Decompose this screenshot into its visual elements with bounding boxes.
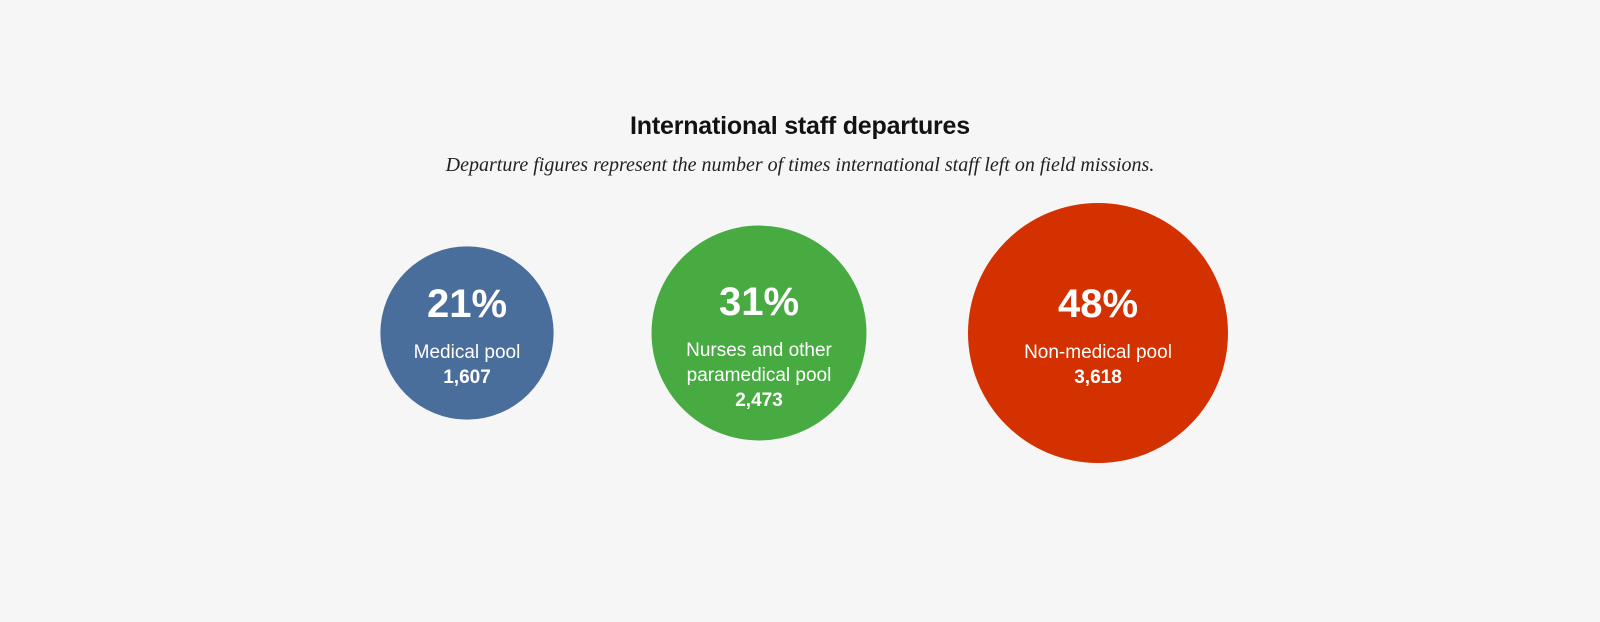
bubble-count-nurses: 2,473 — [735, 390, 783, 411]
bubble-count-medical: 1,607 — [443, 367, 491, 388]
bubble-label-nurses-0: Nurses and other — [686, 340, 832, 361]
bubble-label-nurses-1: paramedical pool — [687, 365, 832, 386]
bubble-percent-medical: 21% — [427, 282, 507, 326]
bubble-nurses: 31% Nurses and other paramedical pool 2,473 — [651, 225, 867, 441]
bubble-medical: 21% Medical pool 1,607 — [380, 246, 554, 420]
chart-title: International staff departures — [630, 112, 970, 140]
bubble-circle-medical — [380, 246, 554, 420]
bubble-circle-non-medical — [968, 203, 1228, 463]
bubble-circle-nurses — [651, 225, 867, 441]
bubble-percent-non-medical: 48% — [1058, 282, 1138, 326]
bubble-count-non-medical: 3,618 — [1074, 367, 1122, 388]
bubble-label-non-medical-0: Non-medical pool — [1024, 342, 1172, 363]
bubble-label-medical-0: Medical pool — [414, 342, 521, 363]
bubble-percent-nurses: 31% — [719, 280, 799, 324]
bubble-non-medical: 48% Non-medical pool 3,618 — [968, 203, 1228, 463]
chart-subtitle: Departure figures represent the number o… — [445, 154, 1155, 176]
